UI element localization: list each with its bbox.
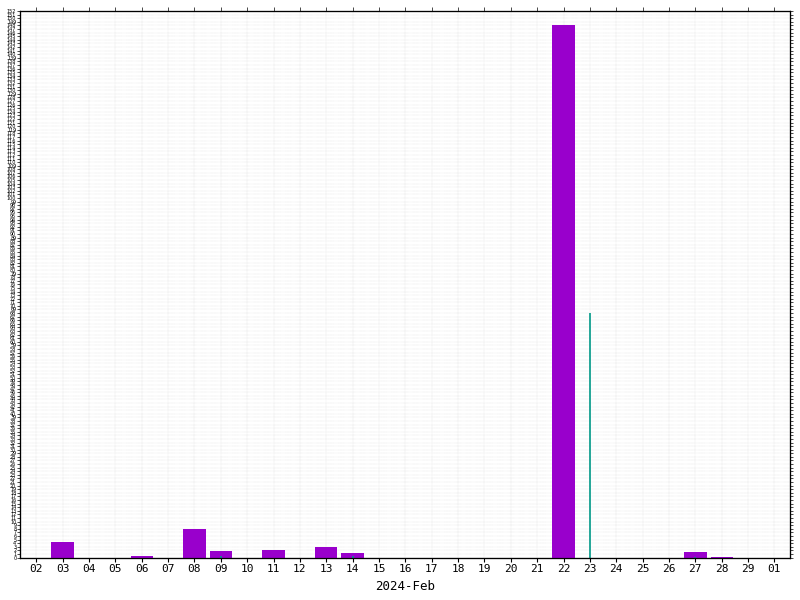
- Bar: [315, 547, 338, 557]
- Bar: [210, 551, 232, 557]
- X-axis label: 2024-Feb: 2024-Feb: [375, 580, 435, 593]
- Bar: [552, 25, 574, 557]
- Bar: [183, 529, 206, 557]
- Bar: [51, 542, 74, 557]
- Bar: [130, 556, 153, 557]
- Bar: [342, 553, 364, 557]
- Bar: [684, 552, 706, 557]
- Bar: [262, 550, 285, 557]
